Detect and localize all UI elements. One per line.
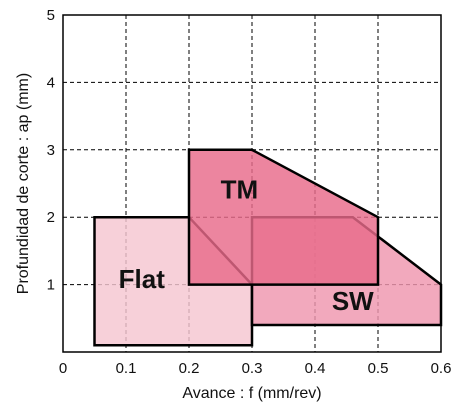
tick-labels: 0 0.1 0.2 0.3 0.4 0.5 0.6 1 2 3 4 5 xyxy=(47,7,452,377)
plot-frame xyxy=(62,14,442,353)
x-tick-label-0.3: 0.3 xyxy=(242,360,263,377)
x-tick-label-0.6: 0.6 xyxy=(431,360,452,377)
y-tick-label-4: 4 xyxy=(47,74,55,91)
region-shapes xyxy=(93,148,443,347)
x-tick-label-0.1: 0.1 xyxy=(116,360,137,377)
y-tick-label-3: 3 xyxy=(47,142,55,159)
y-tick-label-5: 5 xyxy=(47,7,55,24)
region-tm xyxy=(187,148,380,286)
y-axis-label: Profundidad de corte : ap (mm) xyxy=(15,73,32,294)
region-label-flat: Flat xyxy=(119,264,166,294)
x-tick-label-0.2: 0.2 xyxy=(179,360,200,377)
region-label-tm: TM xyxy=(221,174,259,204)
x-tick-label-0: 0 xyxy=(59,360,67,377)
region-labels: Flat SW TM xyxy=(119,174,375,316)
x-axis-label: Avance : f (mm/rev) xyxy=(182,385,321,402)
x-tick-label-0.5: 0.5 xyxy=(368,360,389,377)
region-label-sw: SW xyxy=(332,286,374,316)
y-tick-label-2: 2 xyxy=(47,209,55,226)
x-tick-label-0.4: 0.4 xyxy=(305,360,326,377)
y-tick-label-1: 1 xyxy=(47,277,55,294)
